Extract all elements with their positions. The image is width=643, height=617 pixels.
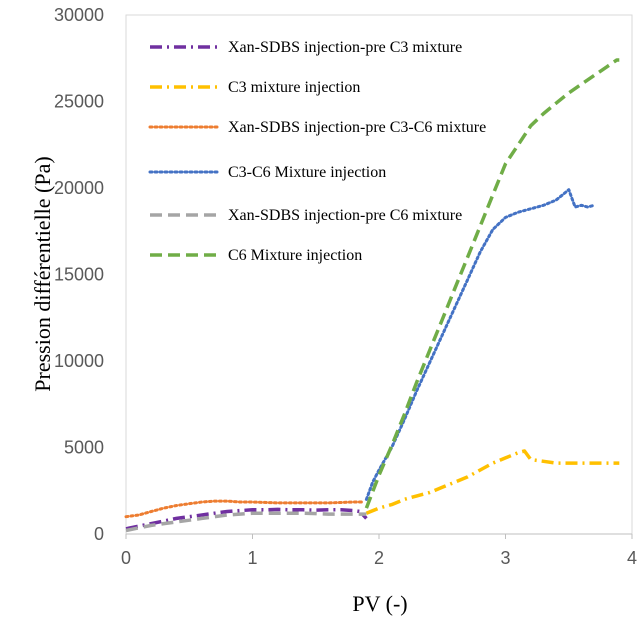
legend-label: Xan-SDBS injection-pre C3 mixture xyxy=(228,39,462,56)
legend-label: C3-C6 Mixture injection xyxy=(228,164,386,181)
legend: Xan-SDBS injection-pre C3 mixture C3 mixt… xyxy=(148,39,486,264)
plot-frame xyxy=(125,14,633,535)
x-tick-label: 0 xyxy=(121,548,131,568)
y-axis-title: Pression différentielle (Pa) xyxy=(30,156,55,391)
plot-area: 0 1 2 3 4 0 5000 10000 15000 20000 25000 30000 xyxy=(54,5,637,568)
x-tick-label: 2 xyxy=(374,548,384,568)
x-axis-title: PV (-) xyxy=(352,591,407,616)
y-tick-label: 10000 xyxy=(54,351,104,371)
y-tick-label: 20000 xyxy=(54,178,104,198)
series-line xyxy=(364,58,620,509)
series-line xyxy=(124,499,366,519)
y-tick-label: 5000 xyxy=(64,438,104,458)
x-tick-label: 3 xyxy=(500,548,510,568)
x-tick-label: 4 xyxy=(627,548,637,568)
legend-label: Xan-SDBS injection-pre C6 mixture xyxy=(228,207,462,224)
legend-label: C3 mixture injection xyxy=(228,79,360,96)
series-line xyxy=(365,449,620,515)
y-tick-label: 0 xyxy=(94,524,104,544)
y-tick-label: 15000 xyxy=(54,265,104,285)
series-line xyxy=(125,511,367,533)
legend-label: C6 Mixture injection xyxy=(228,247,362,264)
legend-label: Xan-SDBS injection-pre C3-C6 mixture xyxy=(228,119,486,136)
y-tick-label: 30000 xyxy=(54,5,104,25)
y-tick-label: 25000 xyxy=(54,92,104,112)
series-line xyxy=(125,507,368,531)
x-tick-label: 1 xyxy=(247,548,257,568)
series-layer xyxy=(124,58,620,533)
series-line xyxy=(364,188,596,501)
